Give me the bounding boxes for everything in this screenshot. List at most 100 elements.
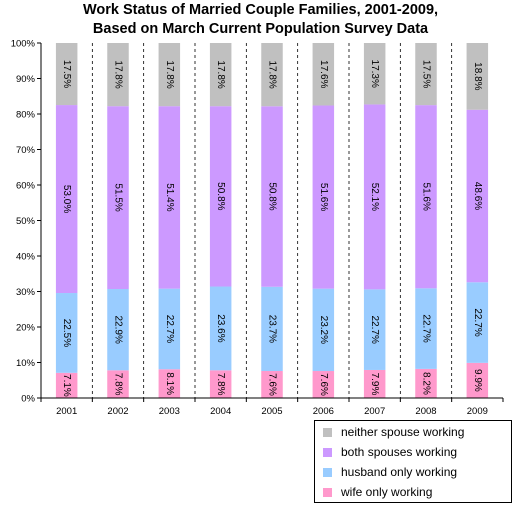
x-tick-label: 2006	[313, 406, 334, 417]
data-label: 7.6%	[267, 373, 278, 396]
legend-item: neither spouse working	[323, 422, 464, 442]
y-tick-label: 70%	[16, 145, 36, 156]
data-label: 51.6%	[421, 183, 432, 211]
data-label: 23.7%	[267, 315, 278, 343]
legend-label: husband only working	[341, 465, 458, 479]
data-label: 7.6%	[318, 373, 329, 396]
legend-item: wife only working	[323, 482, 432, 502]
y-tick-label: 100%	[11, 39, 36, 50]
data-label: 9.9%	[472, 369, 483, 392]
legend-swatch	[323, 487, 332, 497]
bar-segment	[261, 286, 283, 371]
legend-swatch	[323, 467, 332, 477]
y-tick-label: 50%	[16, 216, 36, 227]
bar-segment	[158, 369, 181, 398]
legend-label: neither spouse working	[341, 425, 465, 439]
bar-segment	[466, 109, 489, 283]
legend-label: wife only working	[341, 485, 433, 499]
bar-segment	[415, 43, 437, 106]
data-label: 17.8%	[113, 60, 124, 88]
chart-title-line-1: Work Status of Married Couple Families, …	[82, 2, 439, 18]
x-tick-label: 2001	[56, 406, 77, 417]
data-label: 17.8%	[215, 60, 226, 88]
bar-segment	[107, 370, 129, 398]
data-label: 17.3%	[369, 60, 380, 88]
chart-title-line-2: Based on March Current Population Survey…	[92, 21, 429, 37]
bar-segment	[312, 371, 335, 398]
data-label: 53.0%	[61, 185, 72, 213]
data-label: 7.8%	[113, 373, 124, 396]
data-label: 52.1%	[369, 183, 380, 211]
bar-segment	[415, 368, 437, 398]
bar-segment	[158, 288, 181, 370]
bar-segment	[312, 288, 335, 372]
bar-segment	[261, 43, 283, 107]
y-tick-label: 60%	[16, 181, 36, 192]
data-label: 8.1%	[164, 372, 175, 395]
data-label: 22.7%	[164, 315, 175, 343]
data-label: 50.8%	[267, 182, 278, 210]
y-tick-label: 0%	[21, 394, 35, 405]
y-tick-label: 40%	[16, 252, 36, 263]
legend-swatch	[323, 447, 332, 457]
data-label: 22.7%	[421, 314, 432, 342]
y-tick-label: 20%	[16, 323, 36, 334]
x-tick-label: 2004	[210, 406, 231, 417]
bar-segment	[466, 362, 489, 398]
bar-segment	[209, 106, 232, 287]
bar-segment	[55, 293, 78, 373]
legend-item: both spouses working	[323, 442, 457, 462]
data-label: 22.5%	[61, 319, 72, 347]
data-label: 17.6%	[318, 60, 329, 88]
bar-segment	[312, 43, 335, 106]
data-label: 17.5%	[421, 60, 432, 88]
bar-segment	[55, 105, 78, 294]
bar-segment	[107, 43, 129, 107]
data-label: 18.8%	[472, 62, 483, 90]
legend-item: husband only working	[323, 462, 457, 482]
data-label: 17.5%	[61, 60, 72, 88]
x-tick-label: 2009	[467, 406, 488, 417]
bar-segment	[466, 282, 489, 363]
bar-segment	[209, 370, 232, 398]
bar-segment	[209, 286, 232, 371]
bar-segment	[363, 104, 386, 290]
data-label: 22.7%	[472, 308, 483, 336]
data-label: 7.1%	[61, 374, 72, 397]
data-label: 48.6%	[472, 182, 483, 210]
bar-segment	[466, 43, 489, 110]
bar-segment	[107, 289, 129, 371]
bar-segment	[312, 105, 335, 289]
data-label: 51.4%	[164, 183, 175, 211]
bar-segment	[415, 288, 437, 369]
bar-segment	[55, 372, 78, 398]
bar-segment	[415, 105, 437, 289]
bar-segment	[261, 370, 283, 398]
bar-segment	[209, 43, 232, 107]
x-tick-label: 2003	[159, 406, 180, 417]
chart-title: Work Status of Married Couple Families, …	[0, 1, 521, 39]
bar-segment	[363, 43, 386, 105]
y-tick-label: 10%	[16, 358, 36, 369]
legend-swatch	[323, 427, 332, 437]
data-label: 51.5%	[113, 183, 124, 211]
data-label: 22.7%	[369, 315, 380, 343]
data-label: 8.2%	[421, 372, 432, 395]
data-label: 7.8%	[215, 373, 226, 396]
data-label: 23.2%	[318, 316, 329, 344]
y-tick-label: 90%	[16, 74, 36, 85]
y-tick-label: 30%	[16, 287, 36, 298]
data-label: 17.8%	[267, 60, 278, 88]
x-tick-label: 2007	[364, 406, 385, 417]
x-tick-label: 2002	[107, 406, 128, 417]
bar-segment	[261, 106, 283, 287]
legend: neither spouse working both spouses worki…	[314, 420, 512, 503]
bar-segment	[158, 106, 181, 289]
bar-segment	[107, 106, 129, 290]
data-label: 23.6%	[215, 314, 226, 342]
x-tick-label: 2008	[415, 406, 436, 417]
data-label: 17.8%	[164, 60, 175, 88]
x-tick-label: 2005	[261, 406, 282, 417]
